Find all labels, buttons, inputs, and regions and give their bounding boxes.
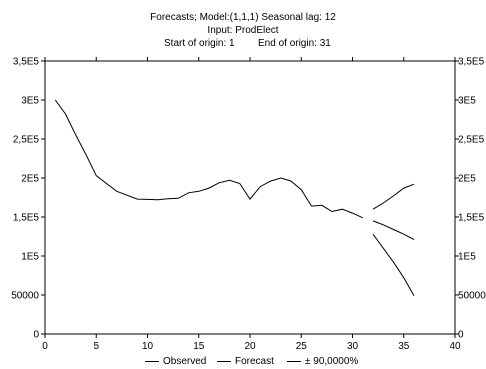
x-tick-label: 15 bbox=[193, 341, 205, 352]
legend-swatch-observed bbox=[145, 360, 159, 362]
legend-label-forecast: Forecast bbox=[235, 356, 274, 367]
x-tick-label: 10 bbox=[142, 341, 154, 352]
y-tick-label: 3E5 bbox=[21, 96, 39, 107]
legend-label-observed: Observed bbox=[163, 356, 207, 367]
y-tick-label: 2,5E5 bbox=[13, 135, 40, 146]
origin-start-label: Start of origin: 1 bbox=[164, 38, 235, 49]
x-tick-label: 30 bbox=[347, 341, 359, 352]
y-tick-label: 50000 bbox=[11, 291, 39, 302]
y-tick-label-right: 50000 bbox=[458, 291, 486, 302]
chart-subtitle: Input: ProdElect bbox=[207, 25, 279, 36]
legend-item-observed: Observed bbox=[145, 355, 206, 369]
forecast-line bbox=[372, 220, 415, 241]
y-tick-label: 1E5 bbox=[21, 252, 39, 263]
y-tick-label-right: 3,5E5 bbox=[458, 57, 485, 68]
lower-interval-line bbox=[372, 233, 415, 297]
y-tick-label-right: 1,5E5 bbox=[458, 213, 485, 224]
legend-label-interval: ± 90,0000% bbox=[305, 356, 359, 367]
x-tick-label: 25 bbox=[296, 341, 308, 352]
y-tick-label-right: 2,5E5 bbox=[458, 135, 485, 146]
legend-item-forecast: Forecast bbox=[217, 355, 274, 369]
y-tick-label: 2E5 bbox=[21, 174, 39, 185]
y-tick-label: 1,5E5 bbox=[13, 213, 40, 224]
x-tick-label: 5 bbox=[93, 341, 99, 352]
y-tick-label-right: 1E5 bbox=[458, 252, 476, 263]
y-tick-label-right: 0 bbox=[458, 330, 464, 341]
legend-swatch-forecast bbox=[217, 360, 231, 362]
legend: Observed Forecast ± 90,0000% bbox=[0, 355, 486, 369]
observed-line bbox=[54, 99, 364, 219]
chart-title: Forecasts; Model:(1,1,1) Seasonal lag: 1… bbox=[150, 12, 336, 23]
y-tick-label-right: 2E5 bbox=[458, 174, 476, 185]
y-tick-label-right: 3E5 bbox=[458, 96, 476, 107]
x-tick-label: 0 bbox=[42, 341, 48, 352]
x-tick-label: 40 bbox=[449, 341, 461, 352]
plot-frame bbox=[44, 60, 456, 335]
legend-item-interval: ± 90,0000% bbox=[287, 355, 358, 369]
legend-swatch-interval bbox=[287, 360, 301, 362]
origin-end-label: End of origin: 31 bbox=[258, 38, 331, 49]
y-tick-label: 3,5E5 bbox=[13, 57, 40, 68]
x-tick-label: 20 bbox=[244, 341, 256, 352]
y-tick-label: 0 bbox=[33, 330, 39, 341]
x-tick-label: 35 bbox=[398, 341, 410, 352]
upper-interval-line bbox=[372, 183, 415, 210]
